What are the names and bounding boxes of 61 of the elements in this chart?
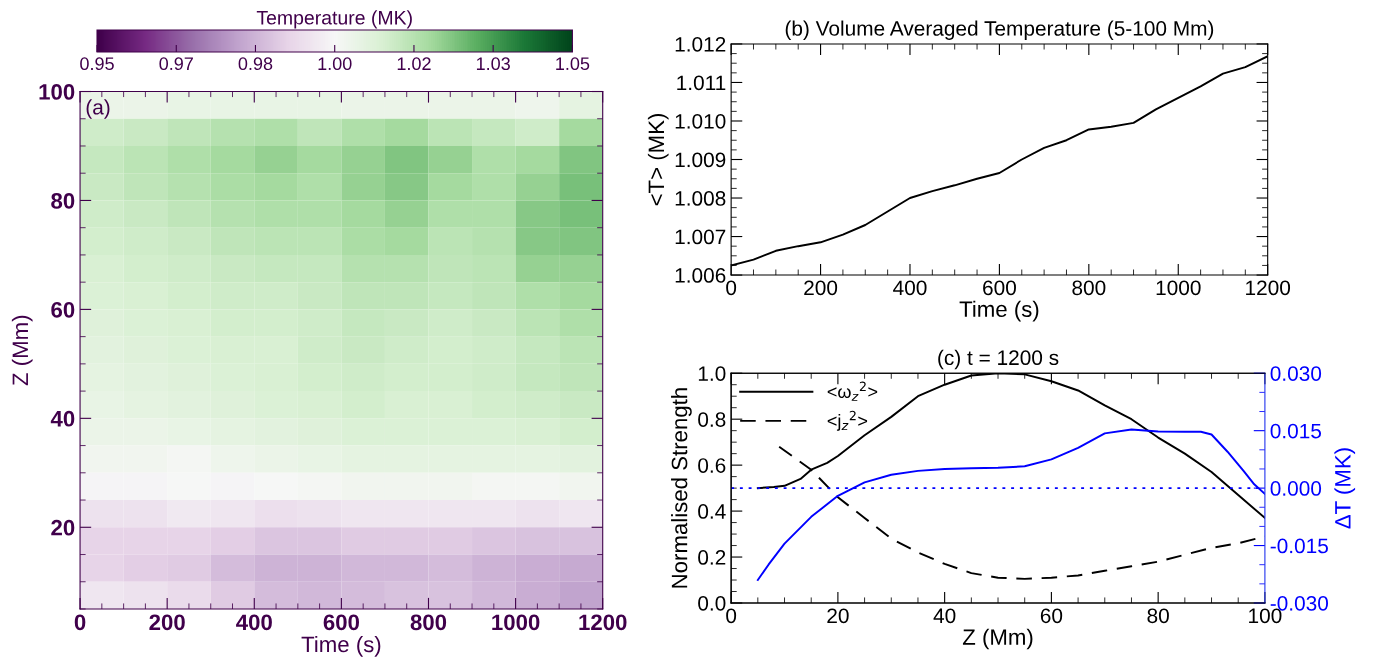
y-tick-label: 1.007	[675, 229, 726, 245]
y-tick-label: 0.8	[698, 412, 726, 427]
legend-label: <j$_{z}$$^{2}$>	[827, 410, 868, 431]
chart-title: (b) Volume Averaged Temperature (5-100 Mm)	[785, 20, 1214, 40]
x-tick-label: 800	[1072, 280, 1106, 296]
color-bar-label: 0.97	[159, 57, 193, 71]
x-axis-title: Z (Mm)	[962, 628, 1033, 650]
y2-tick-label: 0.015	[1270, 423, 1322, 439]
y2-tick-label: -0.015	[1270, 538, 1328, 554]
y-tick-label: 60	[51, 301, 75, 318]
x-tick-label: 20	[827, 608, 849, 624]
legend-label: <ω$_{z}$$^{2}$>	[827, 381, 878, 401]
x-tick-label: 0	[726, 280, 737, 296]
x-tick-label: 1000	[492, 614, 540, 631]
y2-tick-label: 0.030	[1270, 366, 1322, 381]
x-tick-label: 200	[804, 280, 838, 296]
y-tick-label: 1.010	[675, 113, 726, 129]
x-tick-label: 0	[726, 608, 737, 624]
y-tick-label: 1.008	[675, 191, 726, 206]
color-bar-label: 1.00	[318, 57, 352, 71]
y-tick-label: 1.009	[675, 152, 726, 168]
x-tick-label: 200	[149, 614, 185, 631]
x-tick-label: 600	[983, 280, 1016, 296]
x-tick-label: 1000	[1156, 280, 1201, 296]
x-axis-title: Time (s)	[301, 635, 381, 657]
x-tick-label: 600	[323, 614, 360, 631]
color-bar-label: 1.02	[397, 57, 431, 71]
y-tick-label: 0.6	[698, 458, 726, 473]
x-tick-label: 400	[236, 614, 272, 631]
color-bar-label: 0.95	[80, 57, 114, 71]
x-tick-label: 60	[1040, 608, 1063, 624]
y2-tick-label: 0.000	[1270, 481, 1322, 496]
y-axis-title: <T> (MK)	[647, 113, 669, 206]
y-axis-title: Z (Mm)	[11, 315, 33, 386]
y-tick-label: 40	[50, 410, 75, 427]
y-tick-label: 1.0	[698, 366, 726, 381]
y-tick-label: 80	[51, 192, 75, 209]
y-tick-label: 0.4	[698, 504, 726, 519]
y2-axis-title: ΔT (MK)	[1334, 448, 1356, 529]
x-tick-label: 400	[893, 280, 927, 296]
x-tick-label: 80	[1147, 608, 1169, 624]
y-tick-label: 0.0	[698, 596, 726, 611]
y-tick-label: 20	[51, 519, 75, 536]
y-tick-label: 1.006	[675, 268, 726, 283]
color-bar-label: 1.03	[476, 57, 510, 71]
x-tick-label: 1200	[1246, 280, 1291, 296]
color-bar-title: Temperature (MK)	[256, 10, 412, 29]
color-bar-label: 1.05	[556, 57, 590, 71]
y-tick-label: 1.012	[675, 36, 726, 52]
chart-title: (c) t = 1200 s	[938, 349, 1059, 370]
y-tick-label: 1.011	[677, 75, 726, 91]
x-tick-label: 40	[933, 608, 956, 624]
x-axis-title: Time (s)	[959, 300, 1039, 322]
color-bar-label: 0.98	[238, 57, 273, 71]
x-tick-label: 1200	[579, 614, 627, 631]
x-tick-label: 0	[74, 614, 86, 631]
annotation: (a)	[86, 99, 110, 119]
y-tick-label: 0.2	[698, 550, 726, 565]
y-tick-label: 100	[39, 84, 75, 100]
x-tick-label: 800	[410, 614, 447, 631]
y-axis-title: Normalised Strength	[671, 388, 692, 588]
